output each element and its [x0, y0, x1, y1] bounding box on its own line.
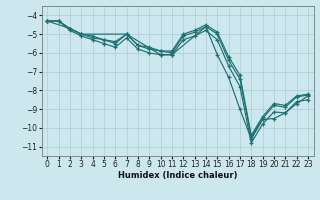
X-axis label: Humidex (Indice chaleur): Humidex (Indice chaleur) [118, 171, 237, 180]
